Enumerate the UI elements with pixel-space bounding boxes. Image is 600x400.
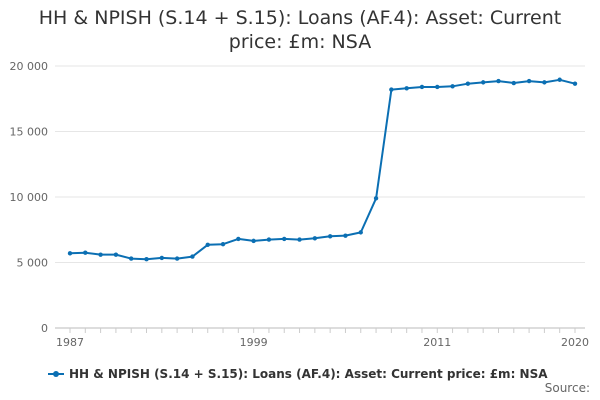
- x-tick-label: 2020: [561, 336, 589, 349]
- data-point: [220, 241, 226, 247]
- data-point: [373, 196, 379, 201]
- data-point: [98, 252, 103, 257]
- y-tick-label: 0: [41, 322, 48, 335]
- data-point: [144, 257, 149, 262]
- data-point: [480, 80, 486, 85]
- legend-label: HH & NPISH (S.14 + S.15): Loans (AF.4): …: [69, 367, 548, 381]
- data-point: [312, 236, 318, 241]
- data-point: [419, 84, 425, 90]
- chart-title-line-2: price: £m: NSA: [228, 31, 372, 53]
- data-point: [465, 81, 471, 86]
- x-tick-label: 1987: [56, 336, 84, 349]
- data-point: [174, 256, 180, 261]
- y-tick-label: 5 000: [17, 257, 49, 270]
- data-point: [113, 252, 119, 257]
- data-point: [435, 84, 440, 90]
- chart-legend[interactable]: HH & NPISH (S.14 + S.15): Loans (AF.4): …: [48, 367, 548, 381]
- data-point: [297, 237, 302, 242]
- data-point: [205, 242, 210, 248]
- x-tick-label: 1999: [240, 336, 268, 349]
- data-point: [159, 255, 165, 261]
- data-point: [190, 254, 195, 259]
- data-point: [511, 80, 516, 86]
- data-point: [404, 86, 409, 91]
- data-point: [282, 236, 287, 242]
- data-point: [526, 78, 532, 84]
- legend-marker-icon: [48, 371, 64, 377]
- x-tick-label: 2011: [423, 336, 451, 349]
- data-point: [67, 251, 73, 256]
- data-point: [358, 230, 363, 235]
- data-point: [450, 84, 455, 89]
- y-tick-label: 10 000: [10, 191, 49, 204]
- data-point: [236, 236, 241, 242]
- series-line: [69, 78, 576, 261]
- data-point: [557, 77, 562, 82]
- data-point: [83, 250, 88, 255]
- data-point: [496, 78, 501, 84]
- data-point: [389, 87, 394, 92]
- chart-title-line-1: HH & NPISH (S.14 + S.15): Loans (AF.4): …: [38, 7, 562, 29]
- data-point: [129, 256, 134, 261]
- data-point: [542, 80, 547, 85]
- data-point: [251, 238, 256, 244]
- y-tick-label: 15 000: [10, 126, 49, 139]
- data-point: [572, 81, 578, 86]
- y-tick-label: 20 000: [10, 60, 49, 73]
- data-point: [327, 234, 333, 239]
- source-label: Source:: [544, 381, 590, 395]
- data-point: [343, 233, 348, 238]
- data-point: [266, 237, 272, 242]
- chart-title: HH & NPISH (S.14 + S.15): Loans (AF.4): …: [0, 6, 600, 54]
